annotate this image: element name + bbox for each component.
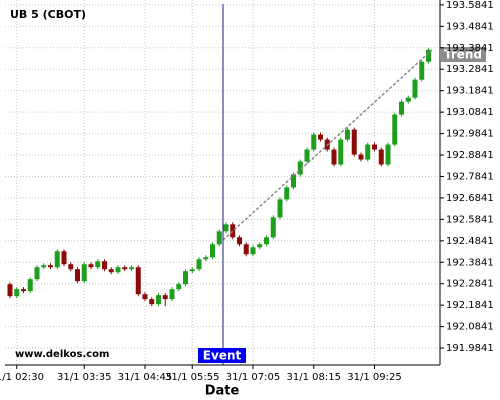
- y-tick-label: 193.3841: [446, 43, 494, 54]
- y-tick-label: 193.5841: [446, 0, 494, 11]
- candle-body: [27, 279, 33, 292]
- y-tick-label: 191.9841: [446, 343, 494, 354]
- y-tick-label: 192.0841: [446, 322, 494, 333]
- candle-body: [7, 284, 13, 297]
- candle-body: [68, 264, 74, 270]
- candle-body: [21, 289, 26, 292]
- candle-body: [156, 295, 161, 305]
- x-tick-label: 31/1 09:25: [347, 372, 401, 383]
- y-tick-label: 192.1841: [446, 300, 494, 311]
- y-tick-label: 192.8841: [446, 150, 494, 161]
- candle-body: [378, 149, 384, 165]
- candle-body: [41, 265, 47, 268]
- candle-body: [399, 101, 404, 115]
- candle-body: [250, 247, 256, 255]
- candle-body: [102, 261, 107, 270]
- candle-body: [385, 144, 391, 165]
- watermark: www.delkos.com: [15, 349, 109, 360]
- y-tick-label: 193.4841: [446, 21, 494, 32]
- candle-body: [237, 237, 242, 245]
- candle-body: [48, 265, 53, 268]
- candle-body: [142, 294, 148, 300]
- candle-body: [196, 259, 202, 270]
- event-box: [198, 348, 246, 363]
- candle-body: [34, 267, 40, 280]
- candle-body: [297, 161, 303, 175]
- candle-body: [183, 271, 188, 285]
- trend-line: [222, 49, 433, 241]
- candle-body: [419, 61, 425, 80]
- candle-body: [257, 244, 263, 248]
- y-tick-label: 192.9841: [446, 129, 494, 140]
- candle-body: [169, 289, 175, 300]
- candle-body: [162, 295, 168, 300]
- candle-body: [426, 49, 431, 62]
- x-tick-label: 31/1 08:15: [287, 372, 341, 383]
- y-tick-label: 193.2841: [446, 64, 494, 75]
- candle-body: [216, 231, 222, 245]
- candle-body: [412, 79, 418, 98]
- trend-box: [440, 47, 486, 62]
- candle-body: [95, 261, 101, 268]
- candle-body: [210, 244, 215, 258]
- candle-body: [372, 144, 377, 150]
- chart-title: UB 5 (CBOT): [10, 8, 86, 21]
- candle-body: [284, 187, 290, 200]
- y-tick-label: 192.3841: [446, 257, 494, 268]
- candle-body: [392, 114, 398, 145]
- y-tick-label: 192.4841: [446, 236, 494, 247]
- candle-body: [122, 267, 128, 270]
- candle-body: [189, 269, 195, 272]
- candle-body: [129, 267, 134, 270]
- candle-body: [176, 284, 182, 290]
- y-tick-label: 192.2841: [446, 279, 494, 290]
- candle-body: [304, 149, 310, 162]
- candle-body: [277, 199, 283, 218]
- candle-body: [223, 224, 229, 232]
- x-tick-label: 31/1 07:05: [226, 372, 280, 383]
- candle-body: [135, 267, 141, 295]
- y-tick-label: 192.5841: [446, 214, 494, 225]
- x-tick-label: 31/1 03:35: [57, 372, 111, 383]
- y-tick-label: 193.1841: [446, 86, 494, 97]
- candle-body: [115, 267, 121, 273]
- x-tick-label: 31/1 02:30: [0, 372, 44, 383]
- candle-body: [61, 251, 67, 265]
- candle-body: [318, 134, 323, 140]
- x-axis-title: Date: [205, 384, 240, 399]
- candle-body: [365, 144, 371, 160]
- candle-body: [88, 264, 94, 268]
- candle-body: [264, 237, 269, 245]
- candle-body: [230, 224, 236, 238]
- candle-body: [243, 244, 249, 255]
- candle-body: [351, 129, 357, 155]
- candle-body: [338, 139, 344, 165]
- trend-label: Trend: [444, 48, 482, 62]
- event-label: Event: [203, 349, 242, 363]
- candle-body: [75, 269, 80, 282]
- candle-body: [291, 174, 296, 188]
- grid: [5, 0, 440, 365]
- candle-body: [54, 251, 60, 268]
- y-tick-label: 192.7841: [446, 171, 494, 182]
- x-tick-label: 31/1 05:55: [165, 372, 219, 383]
- candle-body: [405, 97, 411, 102]
- candle-body: [270, 217, 276, 238]
- candles: [7, 47, 431, 307]
- x-tick-label: 31/1 04:45: [118, 372, 172, 383]
- candle-body: [108, 269, 114, 273]
- candle-body: [14, 289, 20, 297]
- y-tick-label: 193.0841: [446, 107, 494, 118]
- candle-body: [358, 154, 364, 160]
- y-tick-label: 192.6841: [446, 193, 494, 204]
- candle-body: [311, 134, 317, 150]
- candle-body: [331, 149, 337, 165]
- candle-body: [81, 264, 87, 282]
- candle-body: [149, 299, 155, 305]
- candle-body: [345, 129, 350, 140]
- candle-body: [203, 257, 209, 260]
